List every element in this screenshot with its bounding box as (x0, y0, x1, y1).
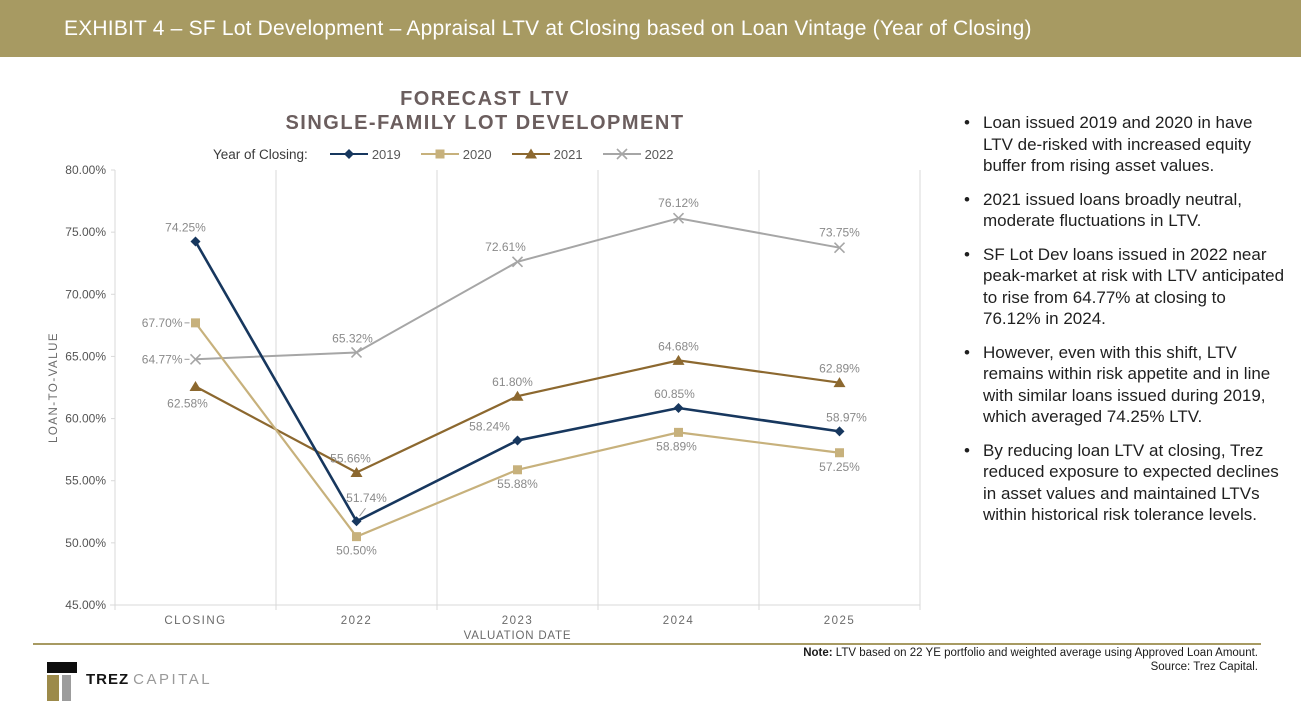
svg-text:57.25%: 57.25% (819, 460, 860, 474)
footnote-note-label: Note: (803, 647, 833, 659)
logo-black-bar (47, 662, 77, 673)
svg-text:55.66%: 55.66% (330, 452, 371, 466)
footnote-source: Source: Trez Capital. (1150, 660, 1258, 673)
legend-item-label: 2019 (371, 146, 401, 162)
header-title: EXHIBIT 4 – SF Lot Development – Apprais… (64, 16, 1032, 40)
square-marker-icon (420, 149, 459, 159)
ltv-line-chart: 45.00% 50.00% 55.00% 60.00% 65.00% 70.00% 75.0… (48, 163, 921, 642)
logo-gray-bar (62, 675, 71, 701)
legend-item-label: 2020 (462, 146, 492, 162)
logo-text-capital: CAPITAL (133, 671, 213, 688)
svg-text:58.89%: 58.89% (656, 439, 697, 453)
svg-text:51.74%: 51.74% (346, 491, 387, 505)
svg-text:70.00%: 70.00% (65, 287, 106, 301)
x-axis-title: VALUATION DATE (464, 630, 572, 642)
svg-text:2022: 2022 (341, 615, 373, 627)
svg-text:60.00%: 60.00% (65, 412, 106, 426)
legend-item-label: 2022 (644, 146, 674, 162)
logo-mark-icon (47, 662, 77, 701)
x-axis-ticks: CLOSING 2022 2023 2024 2025 (164, 615, 856, 627)
svg-text:55.00%: 55.00% (65, 474, 106, 488)
legend-item-2022: 2022 (602, 146, 674, 162)
x-marker-icon (602, 148, 641, 160)
header-banner: EXHIBIT 4 – SF Lot Development – Apprais… (0, 0, 1301, 57)
svg-text:65.32%: 65.32% (332, 331, 373, 345)
y-axis-ticks: 45.00% 50.00% 55.00% 60.00% 65.00% 70.00% 75.0… (65, 163, 115, 612)
data-labels: 74.25% 51.74% 58.24% 60.85% 58.97% 67.70% 50.5… (142, 196, 867, 557)
svg-text:58.97%: 58.97% (826, 410, 867, 424)
svg-text:58.24%: 58.24% (469, 419, 510, 433)
svg-text:45.00%: 45.00% (65, 598, 106, 612)
bullet-item: 2021 issued loans broadly neutral, moder… (958, 189, 1285, 232)
legend-item-2020: 2020 (420, 146, 492, 162)
svg-text:73.75%: 73.75% (819, 226, 860, 240)
svg-text:74.25%: 74.25% (165, 220, 206, 234)
svg-text:62.58%: 62.58% (167, 397, 208, 411)
series-2022 (189, 212, 846, 365)
chart-title-line2: SINGLE-FAMILY LOT DEVELOPMENT (285, 112, 685, 134)
svg-text:2023: 2023 (502, 615, 534, 627)
diamond-marker-icon (329, 149, 368, 159)
svg-text:64.68%: 64.68% (658, 339, 699, 353)
svg-text:67.70%: 67.70% (142, 316, 183, 330)
footnote: Note: LTV based on 22 YE portfolio and w… (803, 647, 1258, 674)
chart-panel: FORECAST LTV SINGLE-FAMILY LOT DEVELOPME… (35, 75, 935, 643)
footer-divider (33, 643, 1261, 645)
bullet-list: Loan issued 2019 and 2020 in have LTV de… (958, 112, 1288, 526)
gridlines (110, 170, 921, 610)
footnote-line1: Note: LTV based on 22 YE portfolio and w… (803, 647, 1258, 661)
svg-text:50.50%: 50.50% (336, 544, 377, 558)
svg-text:CLOSING: CLOSING (164, 615, 226, 627)
svg-text:2024: 2024 (663, 615, 695, 627)
bullet-item: However, even with this shift, LTV remai… (958, 342, 1285, 428)
bullet-item: Loan issued 2019 and 2020 in have LTV de… (958, 112, 1285, 177)
svg-text:62.89%: 62.89% (819, 362, 860, 376)
svg-text:72.61%: 72.61% (485, 240, 526, 254)
bullet-item: SF Lot Dev loans issued in 2022 near pea… (958, 244, 1285, 330)
chart-title-line1: FORECAST LTV (400, 88, 570, 110)
y-axis-title: LOAN-TO-VALUE (48, 332, 60, 443)
svg-text:55.88%: 55.88% (497, 477, 538, 491)
svg-text:50.00%: 50.00% (65, 536, 106, 550)
logo-text: TREZ CAPITAL (86, 671, 212, 689)
logo-text-trez: TREZ (86, 671, 130, 688)
svg-text:75.00%: 75.00% (65, 225, 106, 239)
series-2020 (191, 318, 844, 542)
svg-text:60.85%: 60.85% (654, 387, 695, 401)
svg-text:80.00%: 80.00% (65, 163, 106, 177)
svg-text:65.00%: 65.00% (65, 349, 106, 363)
legend-caption: Year of Closing: (213, 146, 308, 162)
legend-item-label: 2021 (553, 146, 583, 162)
trez-capital-logo: TREZ CAPITAL (47, 662, 212, 701)
triangle-marker-icon (511, 148, 550, 159)
svg-text:76.12%: 76.12% (658, 196, 699, 210)
footnote-text: LTV based on 22 YE portfolio and weighte… (832, 647, 1258, 659)
legend-item-2019: 2019 (329, 146, 401, 162)
chart-title: FORECAST LTV SINGLE-FAMILY LOT DEVELOPME… (35, 87, 935, 135)
svg-text:2025: 2025 (824, 615, 856, 627)
svg-text:64.77%: 64.77% (142, 352, 183, 366)
bullet-item: By reducing loan LTV at closing, Trez re… (958, 440, 1285, 526)
svg-text:61.80%: 61.80% (492, 375, 533, 389)
commentary-panel: Loan issued 2019 and 2020 in have LTV de… (958, 112, 1288, 538)
chart-legend: Year of Closing: 2019 2020 2021 2022 (213, 145, 674, 163)
series-2019 (190, 236, 845, 527)
series-2021 (189, 354, 846, 478)
legend-item-2021: 2021 (511, 146, 583, 162)
logo-gold-bar (47, 675, 59, 701)
